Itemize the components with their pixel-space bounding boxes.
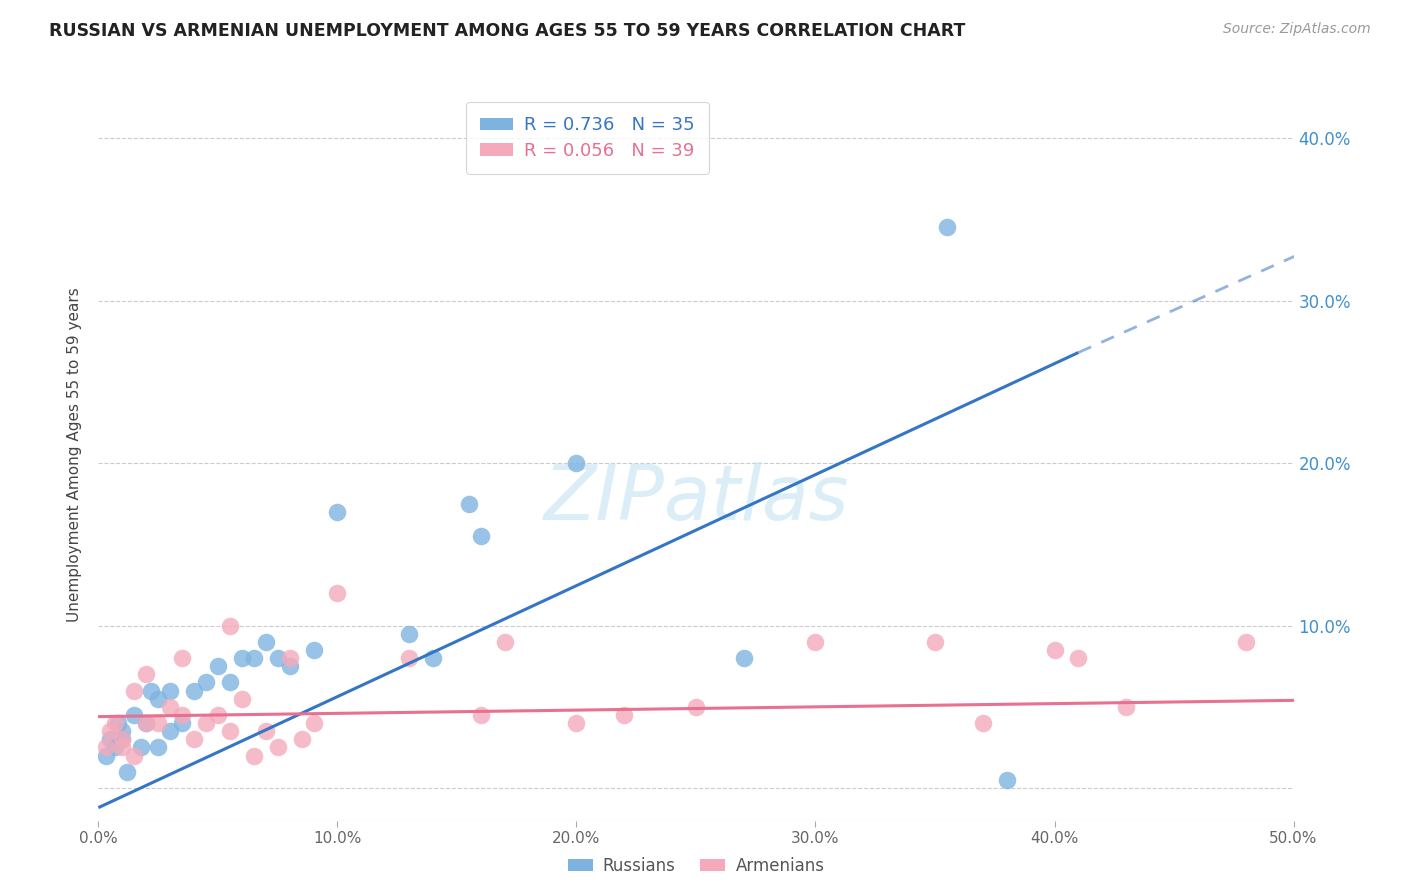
Point (172, 708, 194, 723)
Point (135, 667, 157, 681)
Text: RUSSIAN VS ARMENIAN UNEMPLOYMENT AMONG AGES 55 TO 59 YEARS CORRELATION CHART: RUSSIAN VS ARMENIAN UNEMPLOYMENT AMONG A… (49, 22, 966, 40)
Point (219, 618, 242, 632)
Point (194, 716, 218, 731)
Point (148, 691, 170, 706)
Point (936, 220, 959, 235)
Point (111, 732, 134, 747)
Point (924, 635, 946, 649)
Point (398, 626, 420, 640)
Point (267, 651, 290, 665)
Point (111, 724, 134, 739)
Point (243, 748, 266, 763)
Point (111, 732, 134, 747)
Point (159, 683, 181, 698)
Point (326, 586, 349, 600)
Legend: Russians, Armenians: Russians, Armenians (561, 850, 831, 882)
Point (207, 708, 229, 723)
Point (172, 716, 194, 731)
Point (231, 651, 253, 665)
Point (159, 724, 181, 739)
Point (243, 651, 266, 665)
Point (124, 708, 146, 723)
Point (104, 716, 127, 731)
Point (172, 651, 194, 665)
Point (207, 659, 229, 673)
Point (1115, 699, 1137, 714)
Point (278, 659, 301, 673)
Point (148, 740, 170, 755)
Point (135, 716, 157, 731)
Point (291, 732, 314, 747)
Point (422, 651, 444, 665)
Point (231, 691, 253, 706)
Point (458, 497, 481, 511)
Point (183, 732, 205, 747)
Point (565, 456, 588, 470)
Point (159, 699, 181, 714)
Point (278, 651, 301, 665)
Point (565, 716, 588, 731)
Point (398, 651, 420, 665)
Y-axis label: Unemployment Among Ages 55 to 59 years: Unemployment Among Ages 55 to 59 years (67, 287, 83, 623)
Point (115, 764, 138, 779)
Point (302, 716, 325, 731)
Point (685, 699, 707, 714)
Point (148, 716, 170, 731)
Point (98, 732, 122, 747)
Point (267, 740, 290, 755)
Point (254, 635, 277, 649)
Point (733, 651, 755, 665)
Text: Source: ZipAtlas.com: Source: ZipAtlas.com (1223, 22, 1371, 37)
Point (131, 740, 153, 755)
Point (1043, 643, 1066, 657)
Point (94, 740, 117, 755)
Point (139, 683, 162, 698)
Point (995, 772, 1018, 787)
Point (219, 724, 242, 739)
Point (972, 716, 994, 731)
Point (613, 708, 636, 723)
Point (1067, 651, 1090, 665)
Point (302, 643, 325, 657)
Point (194, 675, 218, 690)
Point (107, 716, 129, 731)
Point (470, 708, 492, 723)
Point (135, 716, 157, 731)
Point (98, 724, 122, 739)
Point (804, 635, 827, 649)
Point (124, 683, 146, 698)
Point (104, 740, 127, 755)
Point (470, 529, 492, 543)
Point (111, 740, 134, 755)
Point (1234, 635, 1257, 649)
Point (254, 724, 277, 739)
Point (94, 748, 117, 763)
Point (183, 683, 205, 698)
Point (219, 675, 242, 690)
Point (326, 505, 349, 519)
Text: ZIPatlas: ZIPatlas (543, 462, 849, 536)
Point (124, 748, 146, 763)
Point (494, 635, 516, 649)
